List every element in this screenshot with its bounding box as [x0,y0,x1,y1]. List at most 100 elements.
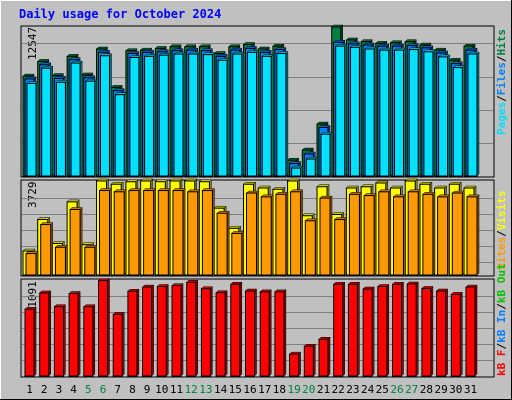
bar-face [333,283,344,377]
bar-kb-f-day-26 [391,281,405,377]
bar-kb-f-day-17 [259,289,272,377]
bar-face [245,290,255,377]
x-tick-label: 26 [390,383,403,396]
bar-pages-day-6 [99,53,113,177]
bar-face [215,292,226,377]
bar-face [156,286,167,377]
x-axis-day-labels: 1 2 3 4 5 6 7 8 9 10 11 12 13 14 15 16 17 18 19 20 21 22 23 24 2… [26,383,477,396]
bar-face [334,219,346,276]
x-tick-label: 31 [464,383,477,396]
bar-sites-day-12 [187,189,201,276]
bar-sites-day-30 [451,190,465,276]
bar-pages-day-22 [335,43,348,177]
legend-visits-sites: Sites/Visits [495,191,508,271]
bar-face [377,286,388,377]
bar-pages-day-3 [55,79,69,177]
bar-face [362,288,373,377]
bar-pages-day-27 [408,46,421,177]
bar-sites-day-10 [157,187,171,276]
bar-face [406,283,417,377]
bar-face [26,82,37,177]
bar-face [143,190,155,276]
bar-face [187,191,199,276]
bar-face [158,54,169,177]
bar-face [53,306,64,377]
bar-pages-day-23 [349,44,363,177]
bar-face [70,62,81,177]
x-tick-label: 27 [405,383,418,396]
x-tick-label: 29 [434,383,447,396]
x-tick-label: 28 [420,383,433,396]
bar-sites-day-19 [289,189,304,276]
x-tick-label: 9 [144,383,151,396]
bar-face [201,190,213,276]
bar-sites-day-7 [113,189,127,276]
bar-kb-f-day-28 [421,285,434,377]
bar-face [421,287,432,377]
legend-kbytes: kB F/kB In/kB Out [495,263,508,376]
bar-kb-f-day-4 [68,290,81,377]
bar-sites-day-15 [231,230,245,276]
bar-face [231,232,243,276]
x-tick-label: 1 [26,383,33,396]
bar-sites-day-26 [392,194,407,276]
bar-face [408,49,419,177]
legend-hits: Hits [495,29,508,56]
legend-files: Files [495,62,508,95]
bar-pages-day-9 [143,53,157,177]
bar-face [173,53,184,177]
bar-face [436,290,447,377]
bar-face [394,49,404,177]
bar-face [69,208,81,276]
bar-kb-f-day-29 [435,288,449,377]
bar-face [335,45,346,177]
bar-face [363,195,375,276]
bar-kb-f-day-3 [53,304,67,377]
bar-kb-f-day-19 [288,351,302,377]
x-tick-label: 30 [449,383,462,396]
bar-face [41,67,52,177]
bar-face [379,49,390,177]
bar-face [217,59,228,177]
bar-kb-f-day-31 [465,284,478,377]
x-tick-label: 4 [70,383,77,396]
bar-kb-f-day-5 [83,304,96,377]
bar-pages-day-19 [290,165,304,177]
bar-face [202,54,213,177]
bar-face [465,286,476,377]
bar-face [129,56,140,177]
bar-sites-day-16 [245,190,260,276]
bar-pages-day-5 [85,78,98,177]
x-tick-label: 6 [100,383,107,396]
chart-title: Daily usage for October 2024 [19,7,221,21]
panel-kbytes-bars [22,278,493,377]
legend-sep: / [495,230,508,237]
bar-face [318,338,329,377]
bar-face [186,281,197,377]
bar-kb-f-day-9 [141,284,155,377]
x-tick-label: 23 [346,383,359,396]
bar-face [259,291,270,377]
bar-face [451,192,463,276]
bar-kb-f-day-20 [303,343,316,377]
bar-pages-day-7 [114,92,127,177]
bar-face [127,290,138,377]
bar-face [438,56,449,177]
bar-face [24,308,35,377]
bar-kb-f-day-7 [112,311,125,377]
bar-sites-day-4 [69,206,83,276]
bar-sites-day-31 [466,194,480,276]
bar-kb-f-day-1 [24,306,37,377]
bar-face [84,246,96,276]
bar-face [274,291,285,377]
bar-pages-day-21 [320,131,333,177]
bar-pages-day-24 [364,46,377,177]
panel-hits-bars [22,24,493,177]
bar-face [144,55,155,177]
x-tick-label: 19 [287,383,300,396]
bar-face [320,133,331,177]
bar-kb-f-day-12 [186,279,199,377]
bar-face [467,53,478,177]
legend-kbout: kB Out [495,263,508,303]
